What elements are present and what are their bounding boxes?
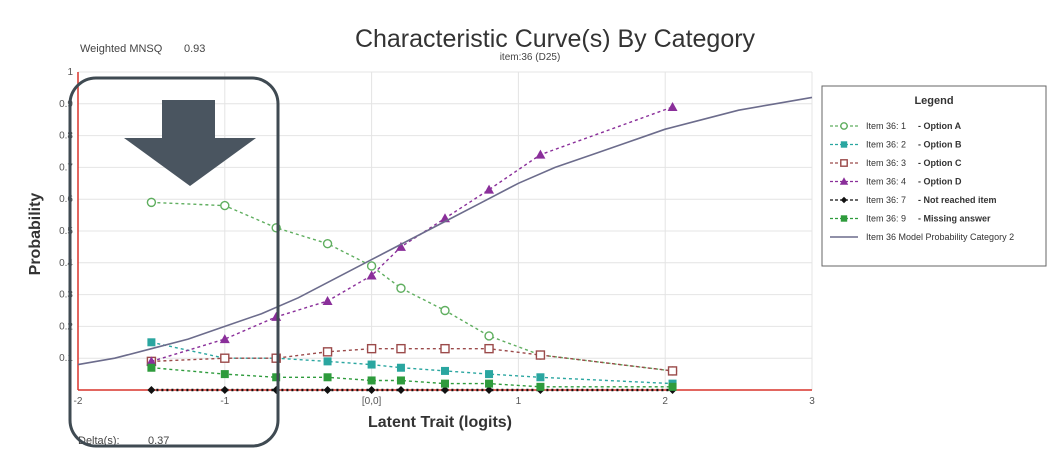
series-line-6	[151, 368, 672, 387]
legend-entry-item: Item 36: 3	[866, 158, 906, 168]
series-4-point	[220, 334, 230, 343]
x-tick-label: 3	[809, 396, 815, 407]
series-6-point	[147, 364, 155, 372]
series-6-point	[485, 380, 493, 388]
series-5-point	[368, 386, 376, 394]
legend-swatch-marker	[841, 215, 847, 221]
series-1-point	[485, 332, 493, 340]
series-6-point	[324, 373, 332, 381]
series-4-point	[323, 296, 333, 305]
series-4-point	[535, 150, 545, 159]
series-5-point	[324, 386, 332, 394]
series-1-point	[221, 202, 229, 210]
series-6-point	[368, 376, 376, 384]
legend-entry-label: - Option B	[918, 140, 962, 150]
series-line-3	[151, 349, 672, 371]
y-axis-label: Probability	[27, 193, 44, 276]
legend-entry-item: Item 36: 9	[866, 214, 906, 224]
series-6-point	[669, 383, 677, 391]
series-3-point	[324, 348, 332, 356]
legend-entry-label: Item 36 Model Probability Category 2	[866, 232, 1014, 242]
x-tick-label: [0,0]	[362, 396, 382, 407]
x-tick-label: -1	[220, 396, 229, 407]
series-6-point	[441, 380, 449, 388]
x-tick-label: 2	[662, 396, 668, 407]
weighted-mnsq-label: Weighted MNSQ	[80, 43, 163, 55]
series-2-point	[536, 373, 544, 381]
series-2-point	[324, 357, 332, 365]
series-2-point	[397, 364, 405, 372]
legend-entry-label: - Missing answer	[918, 214, 991, 224]
x-tick-label: 1	[516, 396, 522, 407]
x-tick-label: -2	[74, 396, 83, 407]
series-6-point	[536, 383, 544, 391]
legend-entry-item: Item 36: 1	[866, 121, 906, 131]
down-arrow-icon	[124, 100, 256, 186]
series-3-point	[221, 354, 229, 362]
series-3-point	[669, 367, 677, 375]
series-6-point	[221, 370, 229, 378]
series-2-point	[485, 370, 493, 378]
series-1-point	[441, 307, 449, 315]
chart-title: Characteristic Curve(s) By Category	[355, 25, 756, 53]
series-1-point	[324, 240, 332, 248]
series-3-point	[441, 345, 449, 353]
legend-swatch-marker	[841, 160, 847, 166]
weighted-mnsq-value: 0.93	[184, 43, 205, 55]
series-1-point	[147, 198, 155, 206]
series-line-1	[151, 202, 672, 371]
series-4-point	[484, 185, 494, 194]
series-2-point	[368, 361, 376, 369]
series-2-point	[441, 367, 449, 375]
series-5-point	[221, 386, 229, 394]
series-3-point	[485, 345, 493, 353]
series-line-2	[151, 342, 672, 383]
series-1-point	[368, 262, 376, 270]
legend-entry-label: - Option A	[918, 121, 962, 131]
legend-swatch-marker	[841, 141, 847, 147]
series-3-point	[536, 351, 544, 359]
legend-entry-item: Item 36: 7	[866, 195, 906, 205]
legend-title: Legend	[914, 95, 953, 107]
series-4-point	[271, 312, 281, 321]
series-3-point	[397, 345, 405, 353]
legend-entry-item: Item 36: 4	[866, 177, 906, 187]
legend-entry-label: - Option D	[918, 177, 962, 187]
legend-entry-label: - Option C	[918, 158, 962, 168]
series-6-point	[397, 376, 405, 384]
y-tick-label: 1	[67, 67, 73, 78]
series-5-point	[397, 386, 405, 394]
legend: Legend Item 36: 1 - Option A Item 36: 2 - O…	[822, 86, 1046, 266]
x-axis-label: Latent Trait (logits)	[368, 414, 512, 431]
legend-entry-item: Item 36: 2	[866, 140, 906, 150]
series-5-point	[147, 386, 155, 394]
series-1-point	[397, 284, 405, 292]
legend-swatch-marker	[841, 123, 847, 129]
chart-subtitle: item:36 (D25)	[500, 52, 561, 63]
legend-entry-label: - Not reached item	[918, 195, 997, 205]
series-2-point	[147, 338, 155, 346]
series-3-point	[368, 345, 376, 353]
